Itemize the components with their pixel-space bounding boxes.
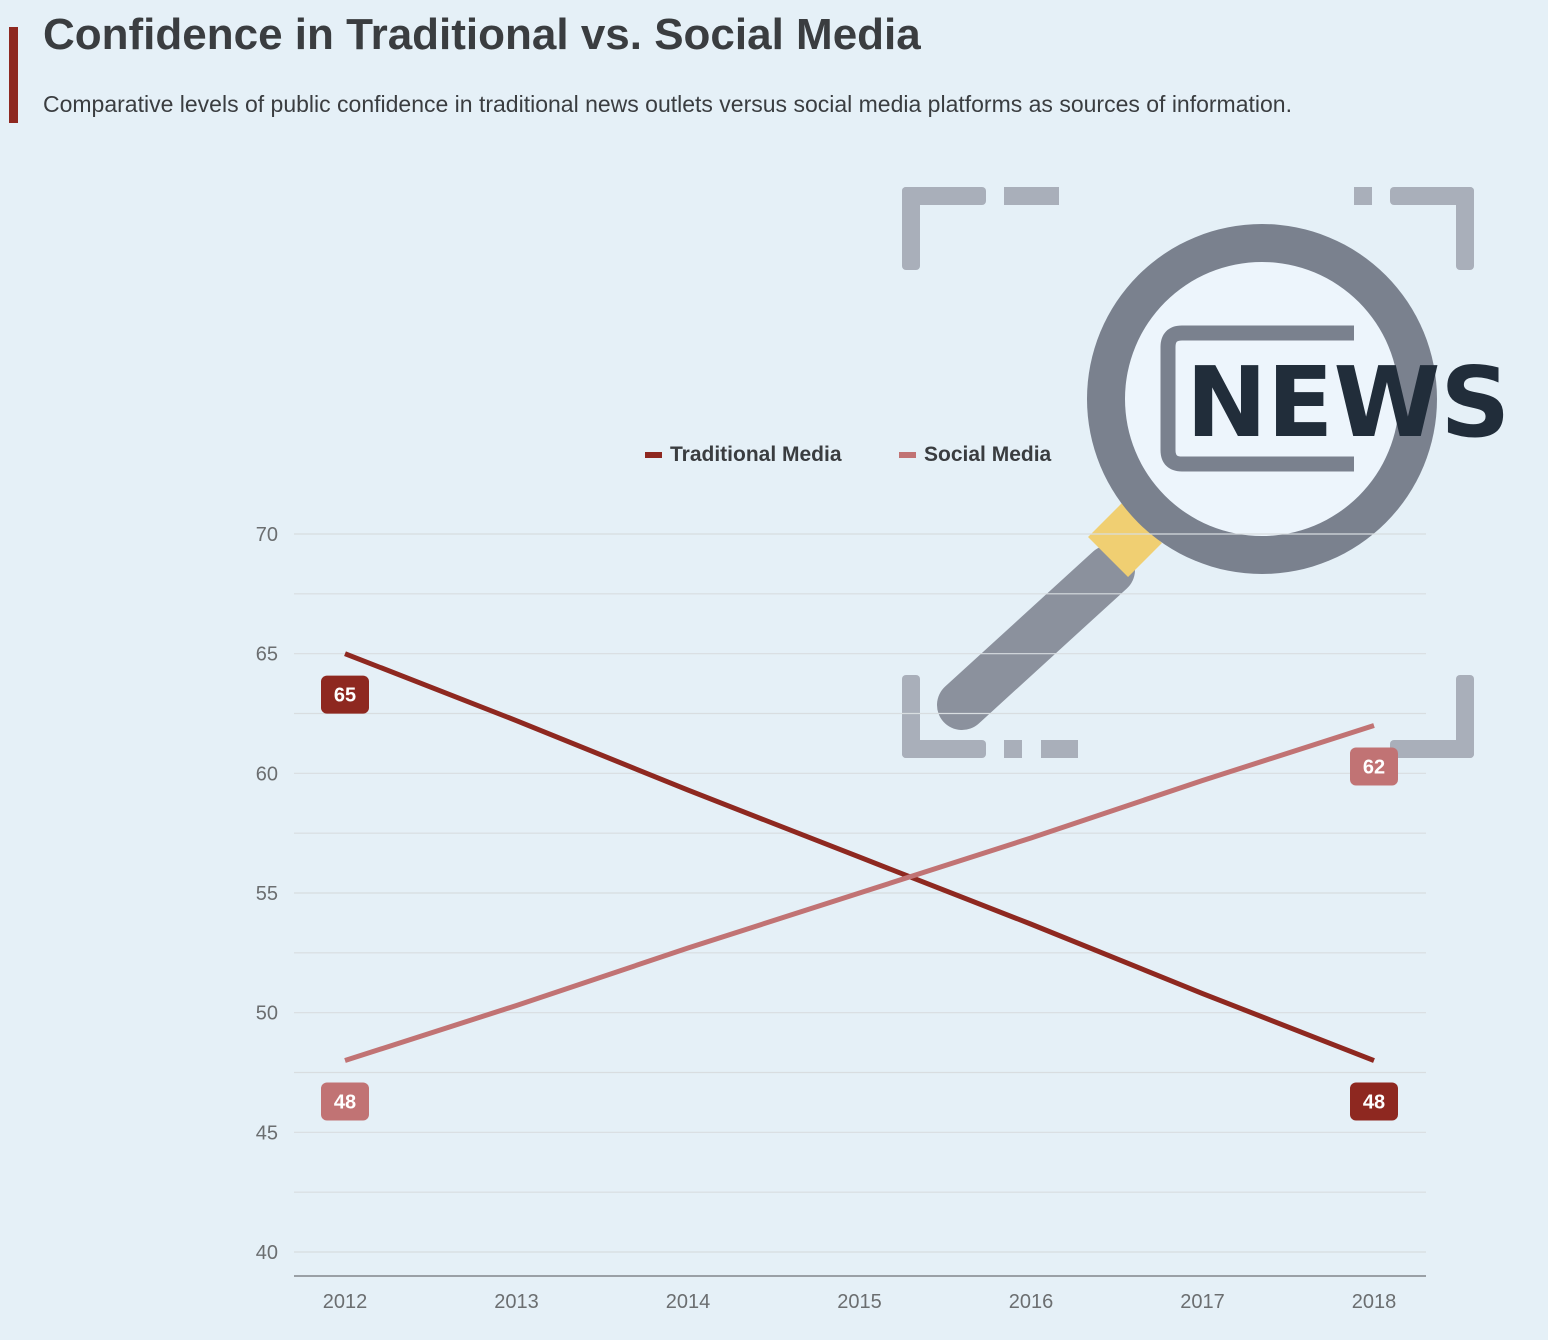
page-subtitle: Comparative levels of public confidence …	[43, 91, 1292, 117]
y-tick-label: 45	[256, 1122, 278, 1144]
y-axis: 40 45 50 55 60 65 70	[256, 524, 278, 1264]
y-tick-label: 60	[256, 763, 278, 785]
legend-swatch	[899, 452, 916, 458]
x-tick-label: 2018	[1352, 1291, 1397, 1313]
series	[344, 651, 1375, 1063]
x-tick-label: 2014	[666, 1291, 711, 1313]
y-tick-label: 40	[256, 1242, 278, 1264]
x-tick-label: 2016	[1009, 1291, 1054, 1313]
legend-label: Traditional Media	[670, 443, 842, 466]
legend-item-traditional-media[interactable]: Traditional Media	[645, 443, 842, 466]
news-magnifier-icon: NEWS	[902, 187, 1510, 758]
data-label: 62	[1350, 747, 1398, 786]
y-tick-label: 70	[256, 524, 278, 546]
series-line-social-media	[344, 723, 1375, 1063]
data-label: 65	[321, 675, 369, 714]
data-label: 48	[1350, 1082, 1398, 1121]
gridlines	[294, 533, 1426, 1253]
x-tick-label: 2017	[1180, 1291, 1225, 1313]
data-labels: 65 48 48 62	[321, 675, 1398, 1121]
y-tick-label: 55	[256, 883, 278, 905]
news-label: NEWS	[1186, 346, 1510, 459]
data-label-box	[1350, 747, 1398, 786]
title-accent-bar	[9, 27, 18, 123]
data-label-box	[321, 675, 369, 714]
x-tick-label: 2015	[837, 1291, 882, 1313]
data-label-text: 48	[334, 1092, 356, 1114]
legend-item-social-media[interactable]: Social Media	[899, 443, 1052, 466]
data-label: 48	[321, 1082, 369, 1121]
data-label-text: 65	[334, 685, 356, 707]
viewfinder-frame	[902, 187, 1474, 758]
newspaper-outline	[1160, 325, 1354, 472]
legend[interactable]: Traditional Media Social Media	[645, 443, 1052, 466]
y-tick-label: 50	[256, 1003, 278, 1025]
x-tick-label: 2013	[494, 1291, 539, 1313]
x-axis: 2012 2013 2014 2015 2016 2017 2018	[294, 1275, 1426, 1313]
legend-label: Social Media	[924, 443, 1052, 466]
magnifier-handle	[937, 545, 1135, 730]
series-line-traditional-media	[344, 651, 1375, 1063]
magnifier-collar	[1088, 503, 1162, 577]
legend-swatch	[645, 452, 662, 458]
page-title: Confidence in Traditional vs. Social Med…	[43, 10, 921, 59]
data-label-box	[1350, 1082, 1398, 1121]
data-label-box	[321, 1082, 369, 1121]
data-label-text: 62	[1363, 756, 1385, 778]
x-tick-label: 2012	[323, 1291, 368, 1313]
y-tick-label: 65	[256, 644, 278, 666]
data-label-text: 48	[1363, 1092, 1385, 1114]
